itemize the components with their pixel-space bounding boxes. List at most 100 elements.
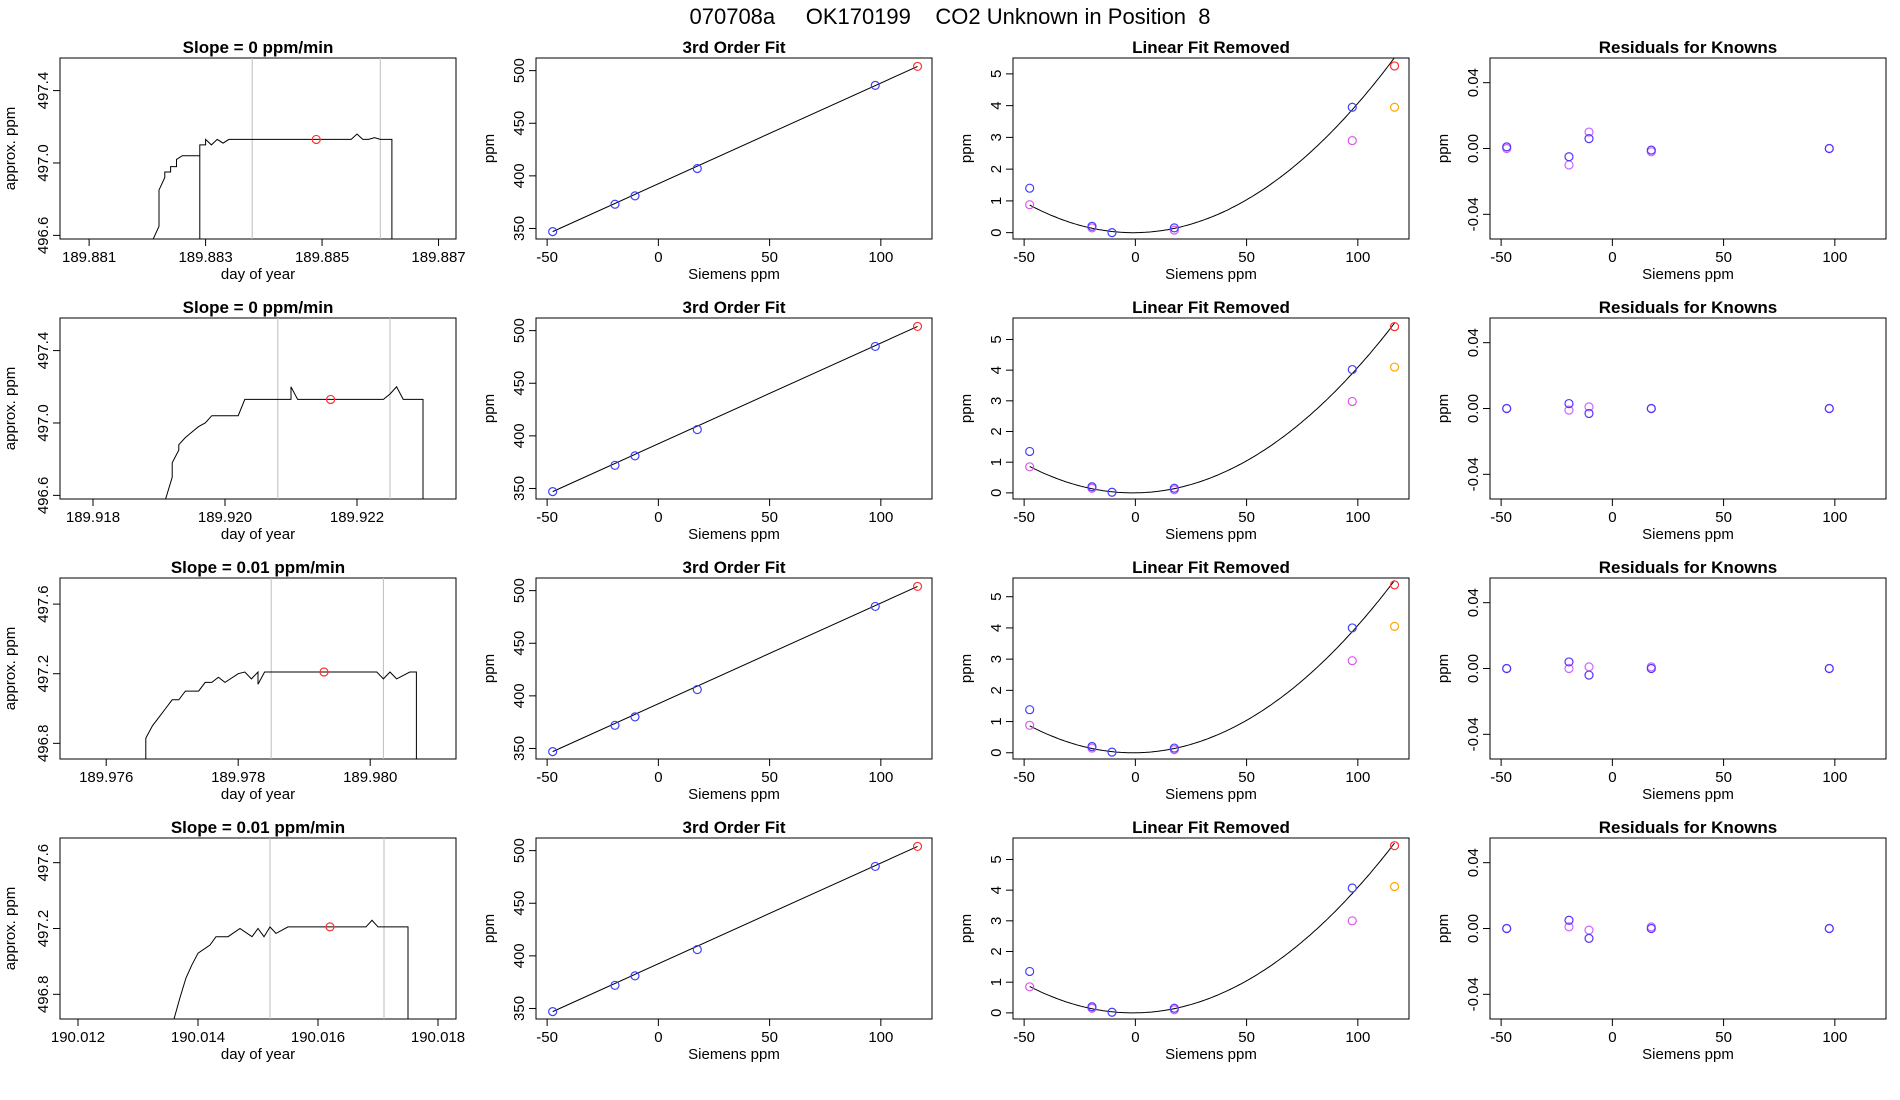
linear-unknown-point xyxy=(1389,362,1400,372)
linear-point xyxy=(1347,656,1357,666)
panel-fit-row-1: 3rd Order Fit -50 0 50 100 Siemens ppm 350 400 4… xyxy=(481,298,933,543)
known-point xyxy=(692,944,702,955)
unknown-point xyxy=(912,61,923,72)
residual-curve xyxy=(1029,322,1395,494)
mean-marker xyxy=(326,394,336,405)
plot-area xyxy=(1502,657,1834,680)
x-tick-label: 0 xyxy=(1608,509,1616,526)
plot-area xyxy=(1025,58,1400,238)
y-tick-label: -0.04 xyxy=(1465,977,1482,1011)
panel-title: Residuals for Knowns xyxy=(1599,38,1778,57)
y-axis-label: ppm xyxy=(481,134,498,163)
known-point xyxy=(1107,487,1117,497)
plot-area xyxy=(548,321,923,497)
x-axis-label: Siemens ppm xyxy=(688,266,780,283)
x-tick-label: -50 xyxy=(1490,509,1512,526)
residual-curve xyxy=(1029,580,1395,754)
y-tick-label: 5 xyxy=(988,855,1005,863)
known-point xyxy=(1347,364,1357,375)
known-point xyxy=(692,684,702,695)
panel-title: Slope = 0 ppm/min xyxy=(183,38,334,57)
y-tick-label: 5 xyxy=(988,335,1005,343)
x-tick-label: 0 xyxy=(1131,769,1139,786)
panel-title: 3rd Order Fit xyxy=(683,298,786,317)
x-axis-label: Siemens ppm xyxy=(1642,786,1734,803)
residual-point-b xyxy=(1564,915,1574,925)
unknown-point xyxy=(1389,841,1400,851)
y-tick-label: 450 xyxy=(511,891,528,916)
y-tick-label: 496.8 xyxy=(35,725,52,763)
x-tick-label: 189.918 xyxy=(66,509,120,526)
y-tick-label: 4 xyxy=(988,886,1005,894)
y-tick-label: 500 xyxy=(511,58,528,83)
residual-point-b xyxy=(1564,152,1574,162)
y-tick-label: 350 xyxy=(511,476,528,501)
x-tick-label: -50 xyxy=(1013,769,1035,786)
x-tick-label: 0 xyxy=(654,249,662,266)
plot-frame xyxy=(59,577,457,760)
plot-frame xyxy=(59,317,457,500)
x-axis-label: Siemens ppm xyxy=(1165,1046,1257,1063)
residual-point-b xyxy=(1584,670,1594,680)
x-tick-label: 100 xyxy=(868,509,893,526)
x-axis-label: Siemens ppm xyxy=(1165,266,1257,283)
panel-title: Linear Fit Removed xyxy=(1132,818,1290,837)
known-point xyxy=(1107,747,1117,757)
series-line xyxy=(145,670,417,759)
known-point xyxy=(692,424,702,435)
known-point xyxy=(630,712,640,722)
unknown-point xyxy=(1389,580,1400,590)
residual-point-b xyxy=(1824,923,1834,934)
known-point xyxy=(1347,102,1357,112)
plot-frame xyxy=(59,57,457,240)
x-tick-label: 100 xyxy=(1345,769,1370,786)
x-tick-label: 100 xyxy=(868,769,893,786)
linear-point xyxy=(1025,982,1035,992)
linear-point xyxy=(1025,462,1035,472)
panel-title: Linear Fit Removed xyxy=(1132,558,1290,577)
x-tick-label: -50 xyxy=(1013,509,1035,526)
x-tick-label: -50 xyxy=(1490,769,1512,786)
y-tick-label: 497.6 xyxy=(35,844,52,882)
plot-area xyxy=(548,841,923,1017)
panel-title: Slope = 0.01 ppm/min xyxy=(171,558,345,577)
known-point xyxy=(1087,741,1097,752)
residual-point-a xyxy=(1584,127,1594,137)
plot-area xyxy=(165,318,430,499)
x-tick-label: 190.018 xyxy=(411,1029,465,1046)
x-tick-label: 50 xyxy=(761,509,778,526)
y-tick-label: 0 xyxy=(988,749,1005,757)
plot-frame xyxy=(1012,577,1410,760)
figure-title: 070708a OK170199 CO2 Unknown in Position… xyxy=(689,4,1211,29)
y-tick-label: 400 xyxy=(511,423,528,448)
x-axis-label: Siemens ppm xyxy=(1642,1046,1734,1063)
known-point xyxy=(1169,1003,1179,1013)
y-tick-label: 500 xyxy=(511,578,528,603)
residual-point-b xyxy=(1646,663,1656,674)
residual-point-a xyxy=(1584,925,1594,935)
residual-point-b xyxy=(1584,933,1594,943)
y-axis-label: ppm xyxy=(481,654,498,683)
y-axis-label: ppm xyxy=(481,914,498,943)
y-axis-label: ppm xyxy=(958,394,975,423)
residual-point-b xyxy=(1584,134,1594,144)
x-axis-label: Siemens ppm xyxy=(688,526,780,543)
y-tick-label: 500 xyxy=(511,318,528,343)
x-tick-label: -50 xyxy=(536,769,558,786)
x-tick-label: 0 xyxy=(654,1029,662,1046)
panel-title: 3rd Order Fit xyxy=(683,558,786,577)
plot-area xyxy=(152,58,398,239)
plot-area xyxy=(145,578,417,759)
x-tick-label: 0 xyxy=(1131,1029,1139,1046)
x-tick-label: 190.012 xyxy=(51,1029,105,1046)
x-tick-label: 50 xyxy=(761,1029,778,1046)
x-axis-label: day of year xyxy=(221,786,295,803)
y-tick-label: 4 xyxy=(988,366,1005,374)
y-tick-label: 5 xyxy=(988,593,1005,601)
series-line xyxy=(152,133,398,239)
known-point xyxy=(610,980,620,990)
y-tick-label: 0 xyxy=(988,228,1005,236)
plot-frame xyxy=(1012,837,1410,1020)
fit-curve xyxy=(552,325,918,493)
